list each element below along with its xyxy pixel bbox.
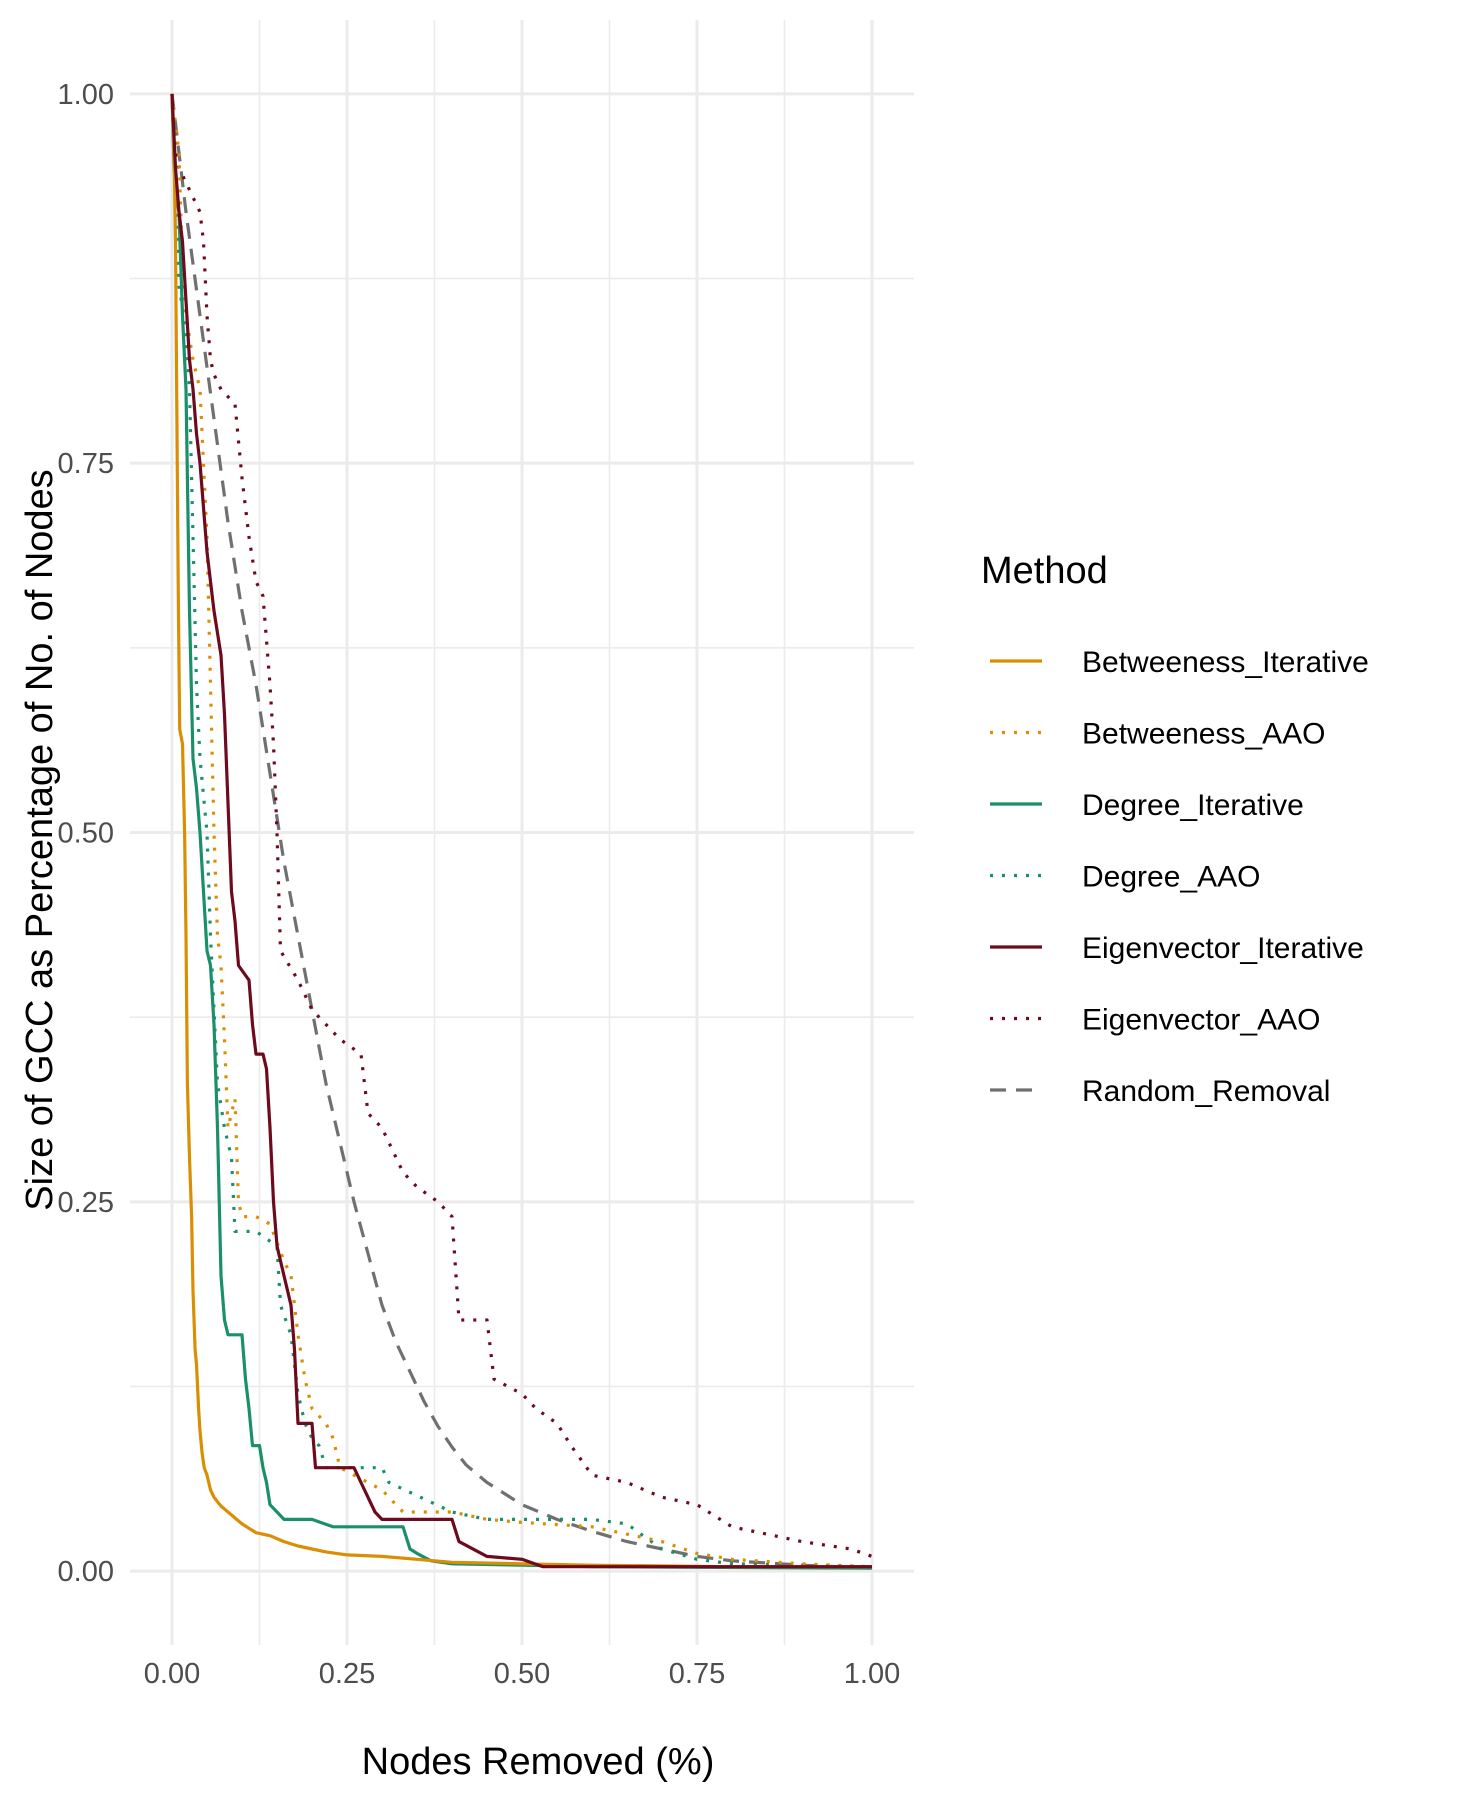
legend-label: Eigenvector_Iterative: [1082, 932, 1364, 965]
x-tick-label: 0.50: [494, 1658, 550, 1690]
series-lines: [170, 93, 873, 1570]
x-tick-label: 0.00: [144, 1658, 200, 1690]
legend-title: Method: [981, 550, 1108, 592]
series-line-eigenvector-iterative: [170, 93, 872, 1569]
series-line-betweeness-iterative: [170, 93, 872, 1569]
series-line-degree-iterative: [170, 93, 873, 1570]
x-axis-title: Nodes Removed (%): [362, 1741, 715, 1783]
legend-label: Betweeness_Iterative: [1082, 646, 1369, 679]
legend-label: Eigenvector_AAO: [1082, 1004, 1320, 1037]
x-tick-label: 1.00: [844, 1658, 900, 1690]
y-axis-tick-labels: 0.00 0.25 0.50 0.75 1.00: [58, 79, 114, 1588]
y-axis-title: Size of GCC as Percentage of No. of Node…: [19, 469, 61, 1210]
x-tick-label: 0.75: [669, 1658, 725, 1690]
legend: Method Betweeness_Iterative Betweeness_AA…: [981, 550, 1369, 1108]
major-gridlines: [130, 20, 914, 1645]
x-axis-tick-labels: 0.00 0.25 0.50 0.75 1.00: [144, 1658, 900, 1690]
series-line-random-removal: [170, 93, 873, 1570]
y-tick-label: 0.50: [58, 818, 114, 850]
legend-label: Betweeness_AAO: [1082, 718, 1325, 751]
y-tick-label: 0.25: [58, 1187, 114, 1219]
legend-label: Random_Removal: [1082, 1075, 1330, 1108]
y-tick-label: 0.00: [58, 1556, 114, 1588]
legend-label: Degree_AAO: [1082, 861, 1260, 894]
legend-label: Degree_Iterative: [1082, 789, 1304, 822]
x-tick-label: 0.25: [319, 1658, 375, 1690]
y-tick-label: 0.75: [58, 448, 114, 480]
y-tick-label: 1.00: [58, 79, 114, 111]
